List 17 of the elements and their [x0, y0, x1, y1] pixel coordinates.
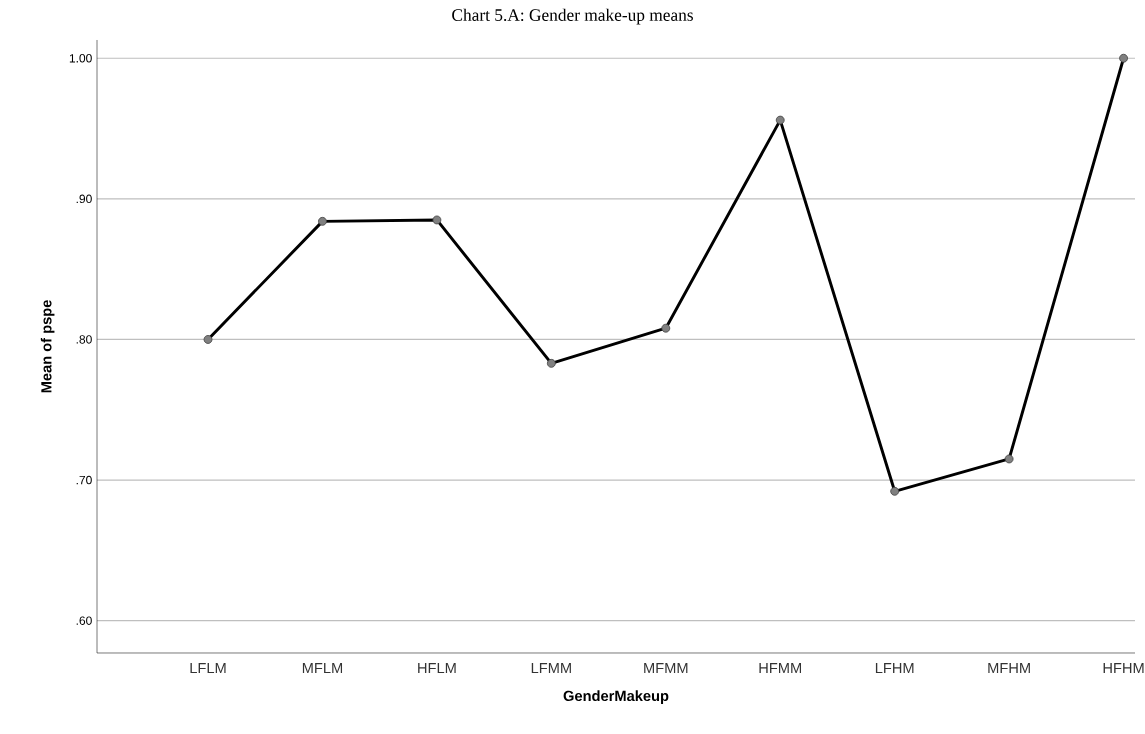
y-tick-label: .80: [76, 335, 92, 344]
x-tick-label: MFMM: [644, 663, 688, 674]
x-tick-label: HFLM: [418, 663, 456, 674]
x-tick-label: LFHM: [875, 663, 914, 674]
x-tick-label: LFLM: [190, 663, 226, 674]
y-tick-label: .90: [76, 194, 92, 204]
y-axis-title: Mean of pspe: [40, 300, 55, 393]
x-tick-label: MFLM: [302, 663, 343, 674]
y-tick-label: .70: [76, 475, 92, 485]
x-tick-label: LFMM: [531, 663, 571, 674]
x-tick-label: HFMM: [759, 663, 802, 674]
x-tick-label: HFHM: [1103, 663, 1144, 674]
chart-title: Chart 5.A: Gender make-up means: [452, 8, 693, 25]
x-tick-label: MFHM: [988, 663, 1030, 674]
y-tick-label: .60: [76, 616, 92, 625]
y-tick-label: 1.00: [69, 54, 92, 63]
x-axis-title: GenderMakeup: [563, 690, 669, 704]
